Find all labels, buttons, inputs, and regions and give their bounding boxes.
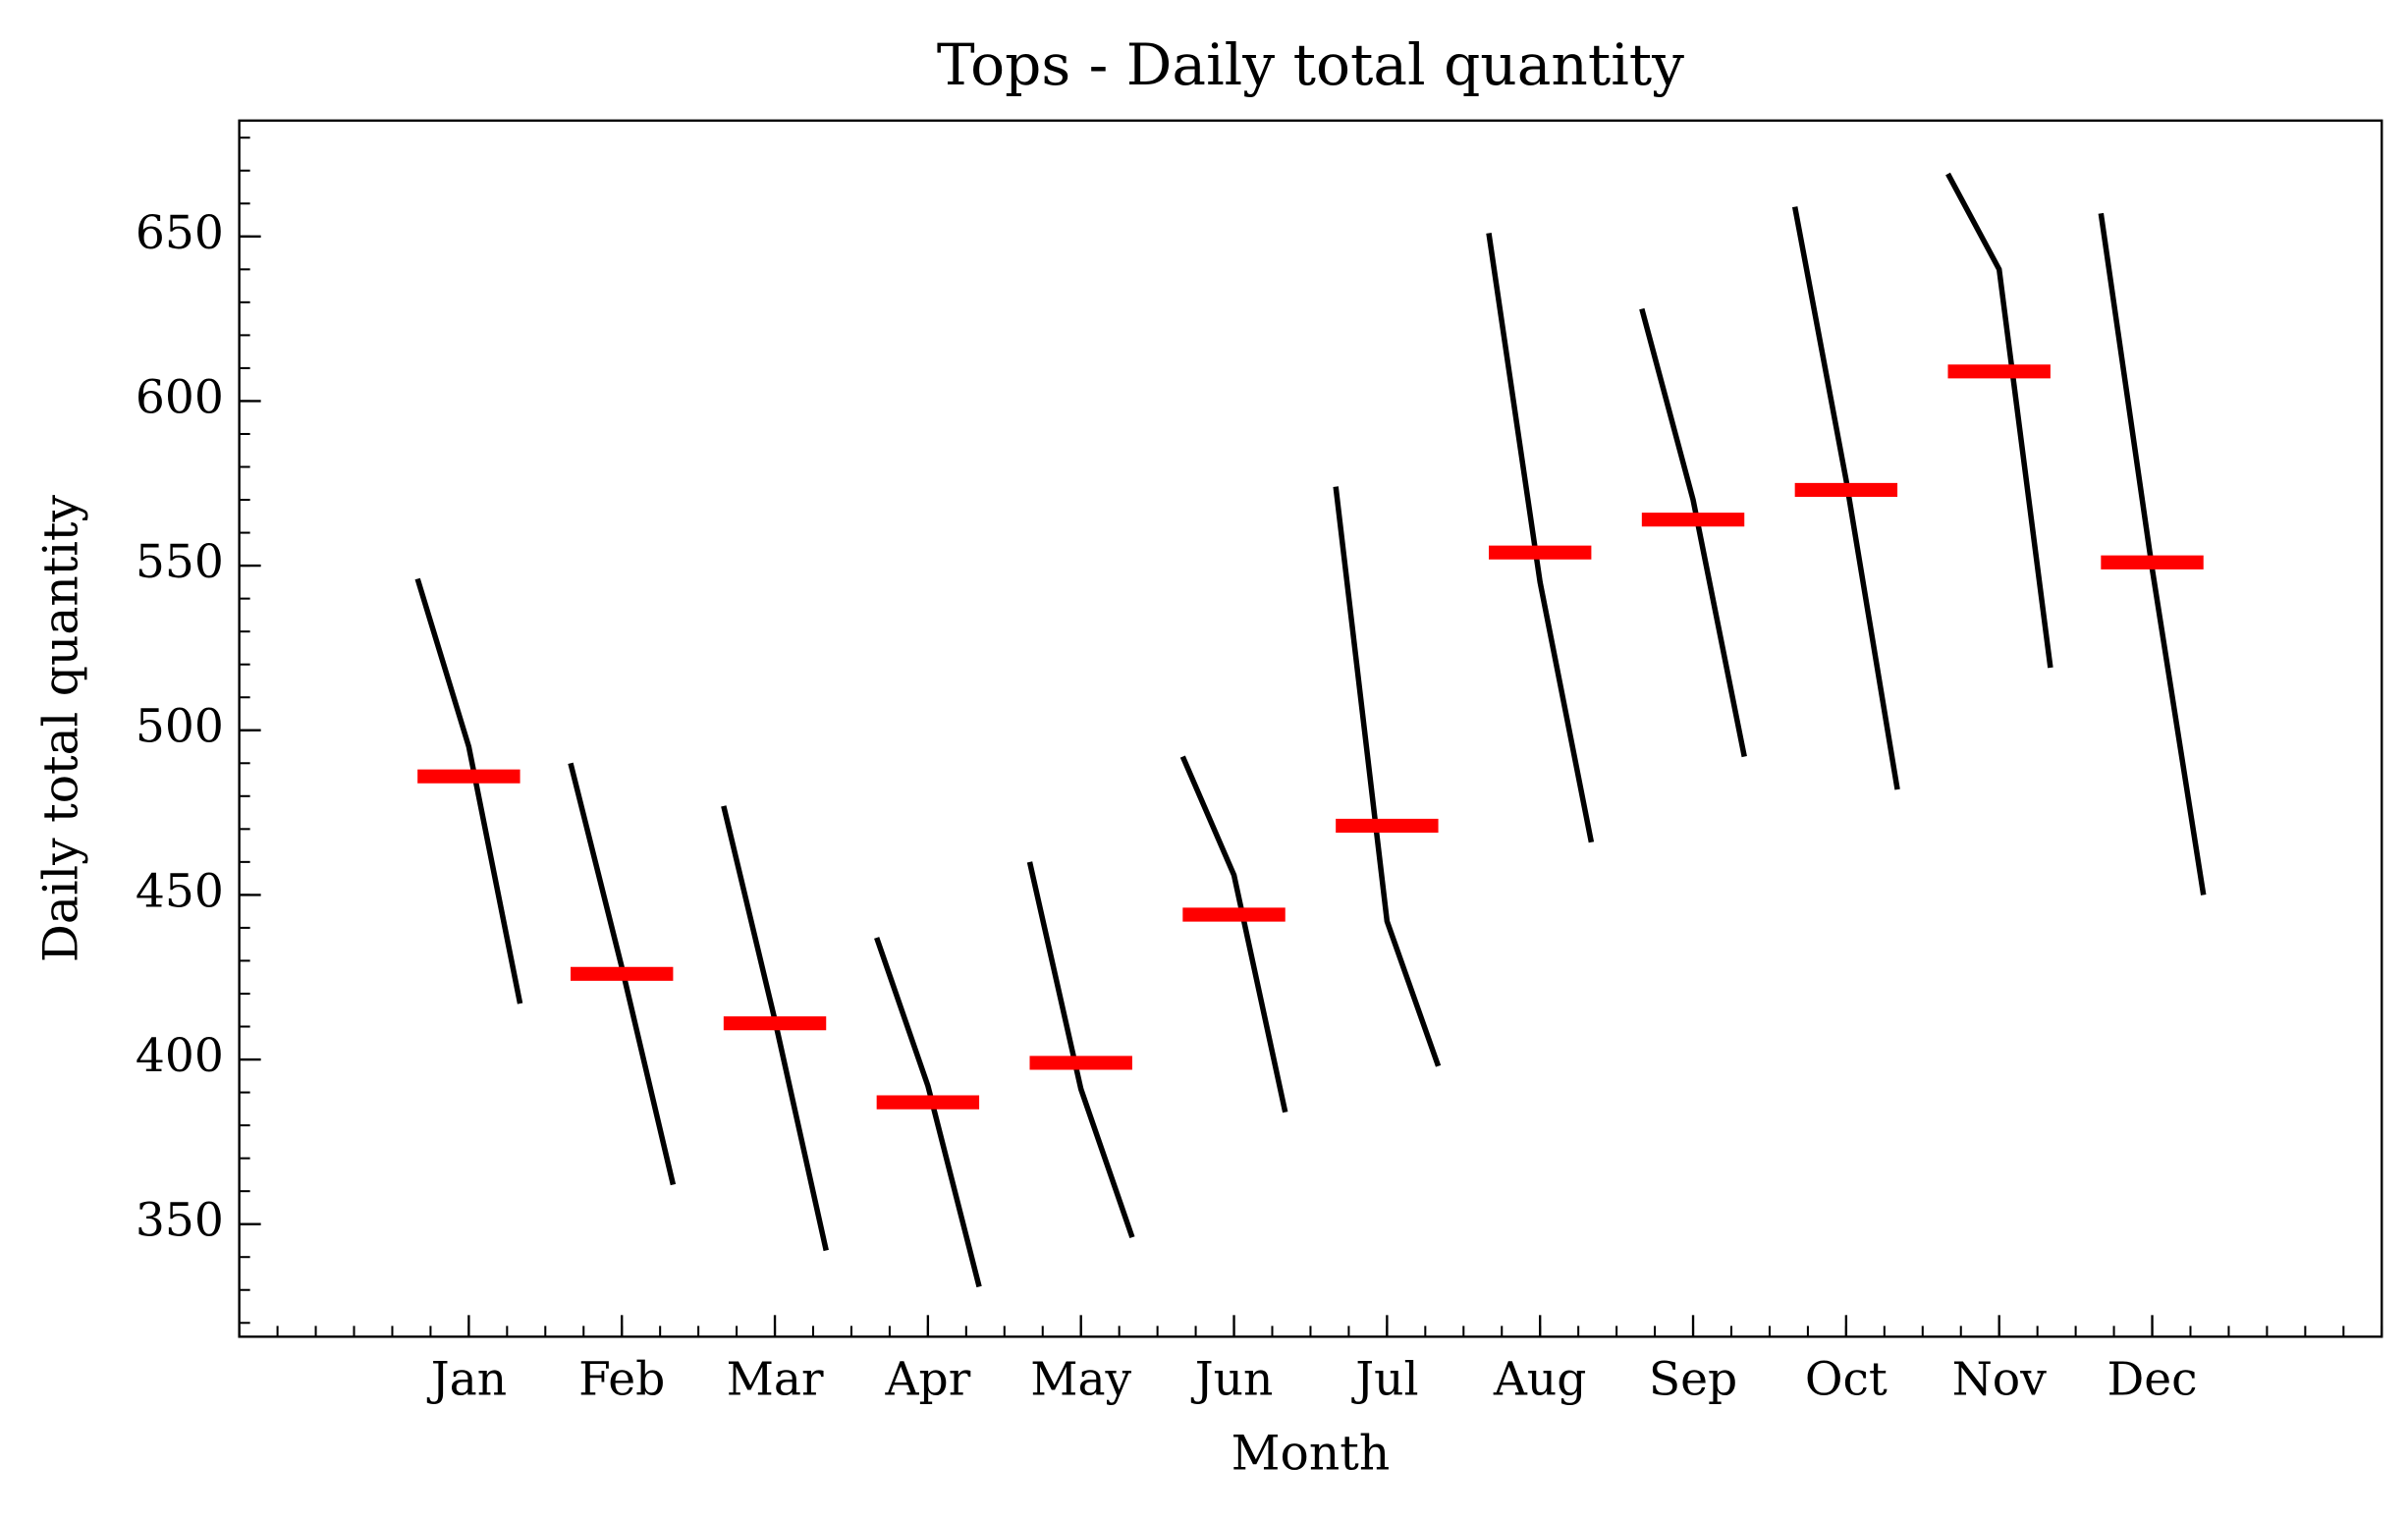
subseries-line (1639, 307, 1747, 758)
y-tick-label: 450 (136, 864, 224, 918)
x-tick-label: Dec (2107, 1353, 2197, 1407)
x-tick-label: Aug (1493, 1353, 1587, 1407)
x-tick-label: Oct (1805, 1353, 1888, 1407)
subseries-line (1026, 861, 1135, 1238)
x-tick-label: May (1030, 1353, 1131, 1407)
subseries-line (414, 577, 523, 1004)
subseries-line (1791, 206, 1900, 790)
subseries-line (1486, 233, 1595, 843)
y-tick-label: 600 (136, 370, 224, 424)
x-tick-label: Apr (884, 1353, 970, 1407)
x-tick-label: Nov (1952, 1353, 2048, 1407)
x-axis-label: Month (1231, 1426, 1391, 1481)
x-tick-label: Feb (578, 1353, 665, 1407)
x-tick-label: Jul (1351, 1353, 1418, 1407)
y-tick-label: 650 (136, 206, 224, 260)
subseries-line (874, 937, 982, 1288)
x-tick-label: Jan (427, 1353, 507, 1407)
y-tick-label: 500 (136, 700, 224, 754)
plot-frame (238, 119, 2383, 1338)
y-tick-label: 350 (136, 1194, 224, 1248)
subseries-line (1179, 755, 1288, 1113)
subseries-line (1333, 486, 1442, 1067)
subseries-line (1945, 172, 2053, 669)
y-tick-label: 400 (136, 1029, 224, 1083)
chart-title: Tops - Daily total quantity (937, 31, 1684, 98)
x-tick-label: Sep (1649, 1353, 1737, 1407)
y-tick-label: 550 (136, 535, 224, 589)
x-tick-label: Jun (1191, 1353, 1274, 1407)
y-axis-label: Daily total quantity (34, 495, 89, 963)
x-tick-label: Mar (727, 1353, 824, 1407)
